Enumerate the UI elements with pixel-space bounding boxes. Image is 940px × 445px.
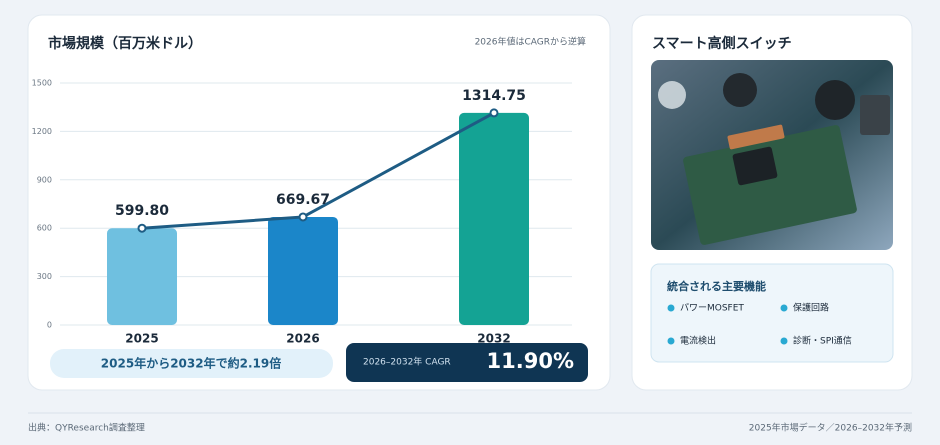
feature-label: 保護回路 — [793, 302, 829, 314]
chart-title: 市場規模（百万米ドル） — [48, 35, 202, 52]
plot: 0 300 600 900 1200 1500 2025 2026 2032 599.80 669.… — [32, 79, 572, 346]
cagr-label: 2026–2032年 CAGR — [363, 356, 451, 368]
x-tick-label: 2026 — [286, 332, 319, 346]
summary: 2025年から2032年で約2.19倍 — [101, 356, 281, 371]
y-tick-label: 900 — [37, 175, 52, 184]
feature-dot — [667, 304, 675, 312]
value-label: 1314.75 — [462, 88, 526, 104]
y-tick-label: 0 — [47, 321, 52, 330]
feature-label: 電流検出 — [680, 335, 716, 347]
feature-dot — [667, 337, 675, 345]
trend-point — [137, 223, 147, 233]
cagr-value: 11.90% — [487, 349, 574, 373]
x-tick-label: 2025 — [125, 332, 158, 346]
feature-label: 診断・SPI通信 — [793, 335, 852, 347]
product-title: スマート高側スイッチ — [652, 35, 792, 52]
feature-dot — [780, 337, 788, 345]
x-tick-label: 2032 — [477, 332, 510, 346]
y-tick-label: 600 — [37, 224, 52, 233]
y-tick-label: 300 — [37, 272, 52, 281]
product-image — [651, 60, 893, 250]
bar — [107, 228, 177, 325]
y-tick-label: 1500 — [32, 79, 52, 88]
trend-point — [298, 212, 308, 222]
cagr-box — [346, 343, 588, 382]
features-box — [650, 263, 894, 363]
chart-note: 2026年値はCAGRから逆算 — [475, 36, 586, 48]
y-tick-label: 1200 — [32, 127, 52, 136]
bar — [268, 216, 338, 325]
footer-scope: 2025年市場データ／2026–2032年予測 — [749, 422, 912, 434]
bar — [459, 112, 529, 326]
summary-pill — [50, 349, 333, 378]
footer-source: 出典：QYResearch調査整理 — [28, 422, 145, 434]
features-title: 統合される主要機能 — [667, 279, 766, 293]
trend-point — [489, 108, 499, 118]
value-label: 669.67 — [276, 192, 330, 208]
value-label: 599.80 — [115, 203, 169, 219]
feature-label: パワーMOSFET — [680, 303, 744, 314]
feature-dot — [780, 304, 788, 312]
